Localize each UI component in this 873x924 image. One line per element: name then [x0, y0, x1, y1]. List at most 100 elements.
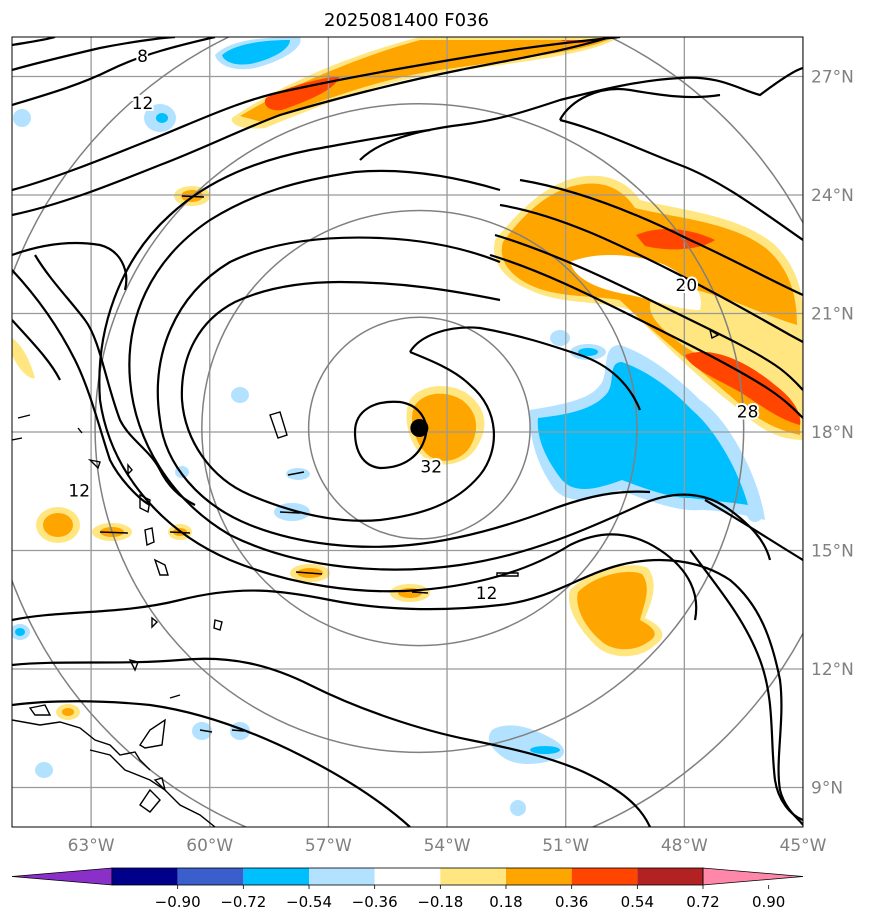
coastline — [12, 437, 23, 441]
contour-line — [559, 87, 721, 121]
colorbar-tick-label: 0.36 — [555, 893, 588, 911]
coastline — [279, 511, 301, 514]
contour-label: 12 — [132, 94, 154, 114]
coastline — [169, 531, 191, 534]
contour-label: 32 — [420, 458, 442, 478]
contour-line — [158, 419, 651, 548]
positive-anomaly-region — [412, 393, 477, 461]
range-ring — [201, 209, 638, 647]
coastline — [153, 777, 167, 793]
coastline — [151, 616, 159, 629]
coastline — [496, 572, 519, 577]
contour-line — [34, 254, 196, 506]
colorbar-segment — [440, 868, 506, 885]
range-ring — [307, 316, 531, 540]
contour-line — [12, 657, 652, 827]
strong-negative-anomaly-region — [537, 362, 748, 505]
coastline — [199, 729, 213, 733]
contour-line — [12, 241, 128, 291]
colorbar-tick-label: −0.18 — [417, 893, 463, 911]
contour-line — [128, 379, 772, 571]
negative-anomaly-blob — [35, 762, 53, 778]
positive-anomaly-region — [231, 37, 620, 129]
contour-line — [489, 253, 803, 419]
negative-anomaly-blob — [510, 800, 526, 816]
contour-line — [156, 236, 501, 421]
colorbar-extension-high — [702, 867, 804, 886]
negative-anomaly-blob — [286, 468, 310, 480]
coastline — [99, 531, 129, 534]
colorbar: −0.90 −0.72 −0.54 −0.36 −0.18 0.18 0.36 0.54 0.7… — [11, 867, 804, 911]
contour-label: 12 — [68, 481, 90, 501]
latitude-tick-label: 21°N — [811, 305, 854, 325]
latitude-tick-label: 24°N — [811, 186, 854, 206]
strong-negative-anomaly-blob — [15, 628, 25, 636]
colorbar-tick-label: 0.72 — [686, 893, 719, 911]
strong-negative-anomaly-blob — [530, 746, 560, 754]
contour-label: 8 — [137, 47, 148, 67]
range-rings — [12, 37, 803, 827]
storm-center-marker — [410, 419, 429, 438]
contour-line — [519, 178, 803, 297]
strong-positive-anomaly-region — [636, 228, 715, 250]
longitude-tick-label: 60°W — [186, 836, 233, 856]
contour-line — [12, 558, 803, 826]
coastline — [77, 427, 83, 434]
latitude-tick-label: 18°N — [811, 423, 854, 443]
contour-line — [98, 399, 421, 593]
contour-line — [12, 37, 216, 107]
coastline — [231, 729, 245, 732]
contour-line — [359, 66, 803, 161]
coastline — [12, 719, 151, 771]
contour-line — [704, 499, 803, 561]
coastline — [213, 619, 223, 631]
longitude-tick-label: 48°W — [661, 836, 708, 856]
latitude-tick-label: 12°N — [811, 660, 854, 680]
coastline — [269, 411, 288, 439]
contour-line — [12, 269, 151, 506]
coastline — [28, 704, 52, 716]
map-frame — [11, 36, 804, 828]
coastlines — [12, 195, 720, 827]
map-title: 2025081400 F036 — [324, 10, 489, 31]
negative-anomaly-blob — [747, 506, 763, 522]
contour-label: 28 — [737, 402, 759, 422]
coastline — [17, 414, 31, 419]
colorbar-segment — [637, 868, 703, 885]
colorbar-segment — [506, 868, 572, 885]
colorbar-tick-label: −0.90 — [155, 893, 201, 911]
colorbar-tick-label: −0.54 — [286, 893, 332, 911]
contour-line — [12, 319, 61, 381]
colorbar-tick-label: 0.54 — [621, 893, 654, 911]
strong-negative-anomaly-region — [222, 40, 290, 65]
colorbar-segment — [571, 868, 638, 885]
positive-anomaly-blob — [62, 708, 74, 716]
coastline — [295, 571, 323, 575]
coastline — [127, 463, 133, 476]
colorbar-tick-label: −0.36 — [352, 893, 398, 911]
colorbar-outline — [111, 867, 704, 886]
negative-anomaly-region — [488, 725, 565, 764]
colorbar-segment — [112, 868, 178, 885]
colorbar-tick-label: 0.18 — [489, 893, 522, 911]
strong-positive-anomaly-region — [685, 351, 801, 425]
coastline — [181, 195, 205, 198]
coastline — [139, 493, 151, 514]
coastline — [169, 694, 181, 699]
colorbar-tick-label: 0.90 — [752, 893, 785, 911]
positive-anomaly-blob — [43, 513, 73, 537]
longitude-tick-label: 57°W — [305, 836, 352, 856]
coastline — [128, 658, 139, 672]
coastline — [87, 458, 101, 470]
colorbar-segment — [243, 868, 309, 885]
range-ring — [94, 102, 745, 754]
negative-anomaly-blob — [578, 348, 598, 356]
longitude-tick-label: 45°W — [780, 836, 827, 856]
contour-line — [12, 700, 411, 827]
contour-line — [419, 533, 698, 621]
longitude-tick-label: 63°W — [68, 836, 115, 856]
positive-anomaly-region — [577, 571, 655, 650]
contour-line — [128, 169, 501, 381]
latitude-tick-label: 27°N — [811, 68, 854, 88]
